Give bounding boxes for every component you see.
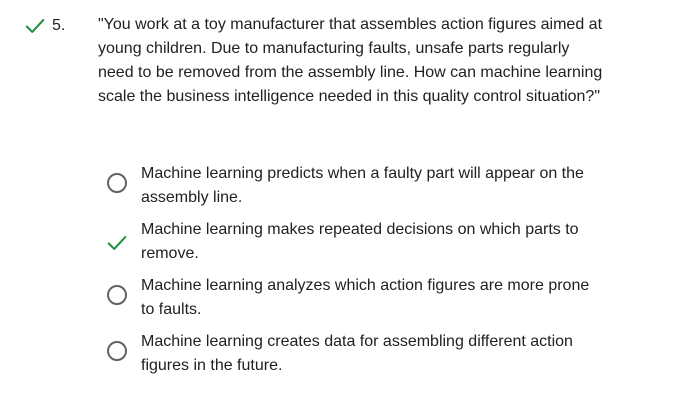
answer-option-4[interactable]: Machine learning creates data for assemb… bbox=[104, 330, 624, 382]
answer-option-label: Machine learning creates data for assemb… bbox=[141, 333, 573, 374]
answer-option-3[interactable]: Machine learning analyzes which action f… bbox=[104, 274, 624, 326]
radio-button[interactable] bbox=[104, 282, 130, 308]
correct-answer-check-icon bbox=[104, 226, 130, 252]
question-number: 5. bbox=[52, 17, 66, 34]
answer-option-label: Machine learning makes repeated decision… bbox=[141, 221, 579, 262]
answer-option-label: Machine learning analyzes which action f… bbox=[141, 277, 590, 318]
check-icon bbox=[25, 19, 45, 33]
answer-option-label: Machine learning predicts when a faulty … bbox=[141, 165, 584, 206]
radio-button[interactable] bbox=[104, 338, 130, 364]
radio-button[interactable] bbox=[104, 170, 130, 196]
answer-option-1[interactable]: Machine learning predicts when a faulty … bbox=[104, 162, 624, 214]
question-text: "You work at a toy manufacturer that ass… bbox=[98, 16, 603, 105]
answer-option-2[interactable]: Machine learning makes repeated decision… bbox=[104, 218, 624, 270]
